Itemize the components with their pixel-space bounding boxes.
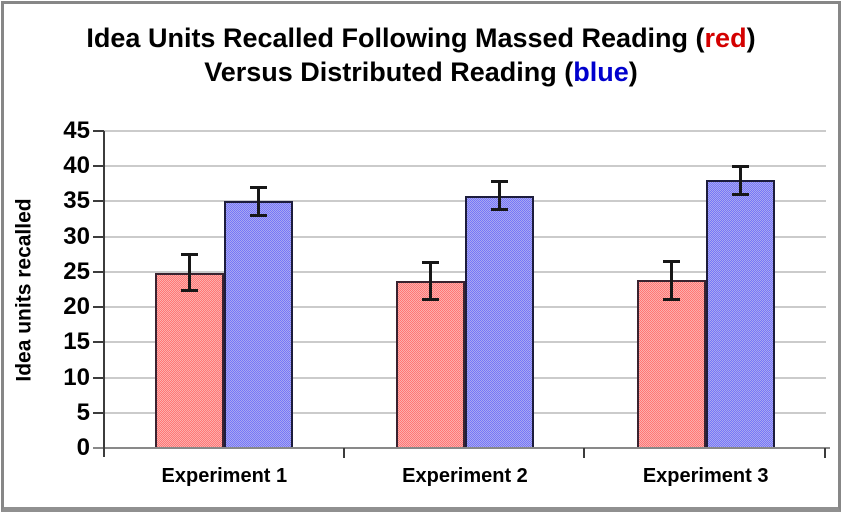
x-axis-category-labels: Experiment 1 Experiment 2 Experiment 3 — [104, 462, 826, 490]
y-tick-label-40: 40 — [63, 152, 90, 180]
y-tick-mark-10 — [93, 376, 104, 379]
title-blue-word: blue — [573, 57, 629, 87]
error-bar-cap-top — [422, 260, 439, 264]
y-tick-label-5: 5 — [76, 398, 90, 426]
error-bar-distributed-2 — [491, 180, 508, 212]
y-tick-label-20: 20 — [63, 293, 90, 321]
category-label-3: Experiment 3 — [642, 465, 769, 487]
y-tick-label-0: 0 — [76, 434, 90, 461]
error-bar-cap-bottom — [422, 298, 439, 302]
y-tick-label-25: 25 — [63, 257, 90, 285]
error-bar-stem — [429, 260, 432, 302]
title-line1-text: Idea Units Recalled Following Massed Rea… — [86, 23, 705, 53]
bar-massed-3 — [636, 280, 706, 448]
y-tick-mark-5 — [93, 411, 104, 414]
category-label-2: Experiment 2 — [402, 465, 528, 487]
title-red-word: red — [704, 23, 747, 53]
y-tick-mark-45 — [93, 130, 104, 132]
category-label-1: Experiment 1 — [161, 465, 288, 487]
error-bar-cap-bottom — [250, 213, 268, 217]
bar-distributed-3 — [705, 180, 775, 448]
x-axis-tick-2 — [583, 448, 586, 458]
chart-title-line2: Versus Distributed Reading (blue) — [0, 55, 842, 89]
y-tick-label-30: 30 — [63, 222, 90, 250]
gridline-40 — [104, 165, 826, 168]
y-axis-tick-labels: 0 5 10 15 20 25 30 35 40 45 — [34, 118, 90, 461]
plot-area — [93, 130, 830, 458]
chart-title-line1: Idea Units Recalled Following Massed Rea… — [0, 21, 842, 55]
bar-massed-1 — [155, 272, 225, 448]
error-bar-cap-bottom — [491, 208, 508, 212]
error-bar-cap-bottom — [181, 289, 199, 293]
error-bar-cap-bottom — [662, 297, 680, 301]
error-bar-massed-3 — [662, 259, 680, 301]
bar-massed-2 — [396, 281, 465, 448]
y-tick-label-10: 10 — [63, 363, 90, 391]
x-axis-tick-3 — [824, 448, 826, 458]
error-bar-stem — [669, 259, 673, 301]
error-bar-stem — [257, 185, 261, 217]
error-bar-massed-1 — [181, 252, 199, 293]
error-bar-massed-2 — [422, 260, 439, 302]
error-bar-stem — [498, 180, 501, 212]
y-tick-label-35: 35 — [63, 187, 90, 215]
y-tick-mark-25 — [93, 270, 104, 273]
x-axis-tick-1 — [342, 448, 345, 458]
title-line1-close: ) — [746, 23, 756, 53]
error-bar-stem — [738, 164, 742, 196]
title-line2-close: ) — [628, 57, 638, 87]
error-bar-cap-top — [731, 164, 749, 168]
title-line2-text: Versus Distributed Reading ( — [204, 57, 574, 87]
error-bar-cap-top — [491, 180, 508, 184]
y-tick-label-45: 45 — [63, 117, 90, 144]
error-bar-stem — [188, 252, 192, 293]
error-bar-cap-top — [662, 259, 680, 263]
y-axis-line — [103, 131, 105, 457]
y-tick-mark-15 — [93, 341, 104, 344]
y-tick-mark-40 — [93, 165, 104, 168]
bar-distributed-2 — [465, 195, 534, 448]
x-axis-line — [93, 447, 830, 449]
error-bar-cap-bottom — [731, 192, 749, 196]
gridline-45 — [104, 130, 826, 132]
y-tick-mark-30 — [93, 235, 104, 238]
y-tick-mark-20 — [93, 306, 104, 309]
error-bar-cap-top — [181, 252, 199, 256]
bar-distributed-1 — [224, 201, 294, 448]
error-bar-cap-top — [250, 185, 268, 189]
y-tick-label-15: 15 — [63, 328, 90, 356]
error-bar-distributed-1 — [250, 185, 268, 217]
error-bar-distributed-3 — [731, 164, 749, 196]
chart-title: Idea Units Recalled Following Massed Rea… — [0, 21, 842, 89]
y-tick-mark-35 — [93, 200, 104, 203]
